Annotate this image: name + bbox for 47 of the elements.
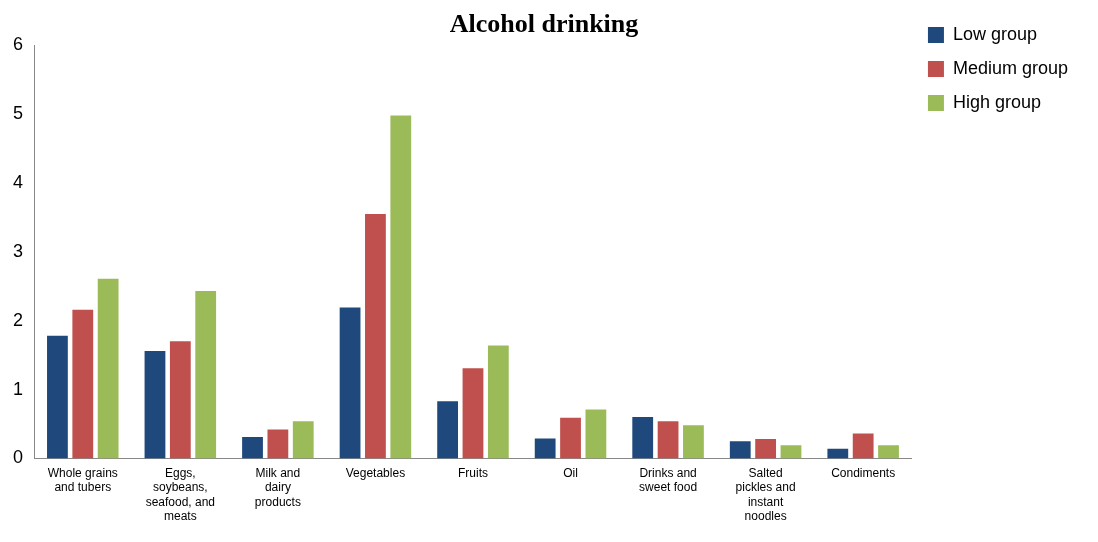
- x-tick-label: Eggs, soybeans, seafood, and meats: [145, 465, 216, 524]
- x-tick-label: Vegetables: [345, 465, 406, 480]
- legend-label: Medium group: [952, 57, 1068, 78]
- chart-title: Alcohol drinking: [449, 9, 639, 39]
- bar: [560, 417, 581, 459]
- bar: [365, 213, 386, 459]
- y-tick-label: 1: [13, 378, 24, 399]
- bar: [487, 345, 509, 459]
- bar: [780, 445, 802, 459]
- bar: [339, 307, 361, 459]
- bar: [534, 438, 556, 459]
- bar: [878, 445, 899, 459]
- bar: [632, 417, 654, 459]
- legend-label: High group: [952, 91, 1041, 112]
- x-tick-label: Oil: [563, 465, 578, 480]
- y-tick-label: 6: [13, 34, 24, 55]
- bar: [72, 309, 94, 459]
- x-tick-label: Salted pickles and instant noodles: [735, 465, 796, 524]
- bar: [390, 115, 412, 459]
- y-tick-label: 4: [13, 171, 24, 192]
- bar: [657, 421, 679, 459]
- bar: [47, 335, 68, 459]
- bar: [195, 291, 217, 459]
- y-tick-label: 0: [13, 447, 24, 468]
- bar: [144, 350, 166, 459]
- y-tick-label: 5: [13, 103, 24, 124]
- bar: [242, 437, 263, 459]
- x-tick-label: Condiments: [831, 465, 896, 480]
- legend-label: Low group: [952, 23, 1037, 44]
- bar: [585, 409, 607, 459]
- x-tick-label: Whole grains and tubers: [47, 465, 118, 495]
- x-tick-label: Drinks and sweet food: [639, 465, 698, 495]
- bar: [267, 429, 289, 459]
- bar: [729, 441, 751, 459]
- bar: [827, 448, 849, 459]
- bar: [462, 368, 484, 459]
- x-tick-label: Milk and dairy products: [254, 465, 301, 509]
- y-tick-label: 3: [13, 240, 24, 261]
- bar: [437, 401, 459, 459]
- y-tick-label: 2: [13, 309, 24, 330]
- bar: [852, 433, 874, 459]
- bar: [292, 421, 314, 459]
- x-tick-label: Fruits: [457, 465, 488, 480]
- bar: [169, 341, 191, 459]
- bar: [97, 278, 119, 459]
- bar: [755, 439, 777, 459]
- bar: [683, 425, 704, 459]
